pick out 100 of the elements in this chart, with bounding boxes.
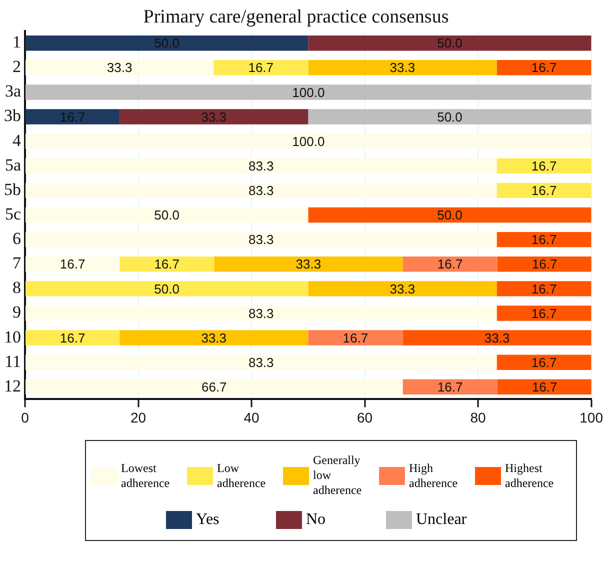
data-label: 83.3 xyxy=(248,306,274,321)
bar xyxy=(308,330,403,346)
bar xyxy=(308,207,592,223)
data-label: 16.7 xyxy=(531,158,557,174)
data-label: 16.7 xyxy=(531,232,557,248)
data-label: 16.7 xyxy=(248,60,274,76)
legend-label: Highest adherence xyxy=(505,460,555,490)
y-tick-label: 6 xyxy=(12,229,21,248)
bar xyxy=(26,60,214,76)
bar xyxy=(26,232,497,248)
data-label: 16.7 xyxy=(531,60,557,76)
data-label: 16.7 xyxy=(532,380,558,394)
bar xyxy=(214,60,308,76)
bar xyxy=(26,84,592,100)
data-label: 83.3 xyxy=(248,232,274,248)
bar xyxy=(26,35,308,51)
data-label: 33.3 xyxy=(201,330,227,346)
bar xyxy=(402,379,498,395)
bar xyxy=(26,281,308,296)
legend-label: Yes xyxy=(196,510,220,530)
data-label: 50.0 xyxy=(437,36,462,51)
y-tick-label: 5b xyxy=(4,180,21,199)
x-tick-label: 0 xyxy=(21,409,30,426)
data-label: 33.3 xyxy=(296,256,322,272)
bar xyxy=(308,109,592,124)
y-tick-label: 9 xyxy=(12,302,21,322)
data-label: 83.3 xyxy=(248,183,274,198)
legend-label: No xyxy=(306,510,326,530)
legend-label: Unclear xyxy=(416,510,467,530)
data-label: 50.0 xyxy=(154,281,180,296)
data-label: 16.7 xyxy=(437,256,463,272)
data-label: 16.7 xyxy=(60,330,86,346)
bar xyxy=(26,207,308,223)
data-label: 100.0 xyxy=(292,134,325,149)
bar xyxy=(496,281,592,296)
bar xyxy=(402,330,592,346)
data-label: 33.3 xyxy=(201,109,227,124)
bar xyxy=(496,306,592,321)
bar xyxy=(308,35,592,51)
bar xyxy=(496,158,592,174)
bar xyxy=(308,281,497,296)
bar xyxy=(496,354,592,370)
bar xyxy=(496,232,592,248)
data-label: 50.0 xyxy=(154,36,180,51)
bar xyxy=(26,158,497,174)
data-label: 16.7 xyxy=(531,354,557,370)
data-label: 16.7 xyxy=(531,306,557,321)
data-label: 16.7 xyxy=(60,109,86,124)
bar xyxy=(496,182,592,198)
legend-label: Generally low adherence xyxy=(313,453,363,498)
bar xyxy=(26,306,497,321)
x-tick-label: 80 xyxy=(470,409,486,426)
y-tick-label: 3b xyxy=(4,106,21,126)
x-tick-label: 40 xyxy=(244,409,260,426)
y-tick-label: 3a xyxy=(4,82,22,101)
data-label: 33.3 xyxy=(106,60,132,76)
legend-label: Lowest adherence xyxy=(121,460,171,490)
data-label: 50.0 xyxy=(154,208,180,223)
data-label: 33.3 xyxy=(484,330,510,346)
legend-label: High adherence xyxy=(409,460,459,490)
bar xyxy=(214,256,403,272)
y-tick-label: 4 xyxy=(12,130,22,150)
data-label: 83.3 xyxy=(248,158,274,174)
bar xyxy=(26,330,120,346)
bar xyxy=(26,109,120,124)
data-label: 16.7 xyxy=(531,281,557,296)
bar xyxy=(496,60,592,76)
bar xyxy=(120,256,214,272)
bar xyxy=(26,182,497,198)
y-tick-label: 5a xyxy=(4,155,22,174)
bar xyxy=(26,354,497,370)
y-tick-label: 10 xyxy=(4,327,21,346)
data-label: 16.7 xyxy=(60,256,86,272)
x-tick-label: 20 xyxy=(130,409,146,426)
chart-title: Primary care/general practice consensus xyxy=(143,6,449,28)
data-label: 16.7 xyxy=(342,330,368,346)
y-tick-label: 8 xyxy=(12,278,21,298)
y-tick-label: 5c xyxy=(4,204,22,224)
data-label: 50.0 xyxy=(437,109,462,124)
y-tick-label: 2 xyxy=(12,57,21,76)
data-label: 16.7 xyxy=(532,256,558,272)
y-tick-label: 12 xyxy=(4,376,21,396)
bar xyxy=(497,379,592,395)
legend-label: Low adherence xyxy=(217,460,267,490)
data-label: 50.0 xyxy=(437,208,462,223)
y-tick-label: 11 xyxy=(4,352,21,371)
bar xyxy=(402,256,498,272)
data-label: 33.3 xyxy=(390,281,416,296)
data-label: 83.3 xyxy=(248,354,274,370)
data-label: 33.3 xyxy=(390,60,416,76)
bar xyxy=(497,256,592,272)
data-label: 16.7 xyxy=(531,183,557,198)
bar xyxy=(120,109,308,124)
bar xyxy=(308,60,497,76)
bar xyxy=(26,256,120,272)
data-label: 66.7 xyxy=(201,380,227,394)
bar xyxy=(26,379,403,395)
y-tick-label: 1 xyxy=(12,32,21,52)
data-label: 100.0 xyxy=(292,84,325,100)
bar xyxy=(26,134,592,149)
